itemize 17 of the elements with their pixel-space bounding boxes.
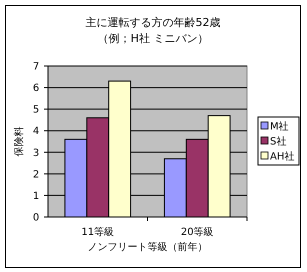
y-tick-label: 7	[32, 62, 40, 72]
chart-title: 主に運転する方の年齢52歳	[86, 16, 220, 29]
x-axis-title: ノンフリート等級（前年）	[88, 241, 208, 253]
y-tick-label: 4	[32, 126, 40, 138]
x-tick-label: 11等級	[81, 226, 114, 238]
legend-label: AH社	[270, 150, 294, 162]
y-tick-label: 0	[32, 212, 40, 224]
y-tick-label: 6	[32, 83, 40, 94]
x-tick-label: 20等級	[180, 226, 214, 238]
legend-label: S社	[270, 136, 286, 148]
y-tick-label: 2	[32, 169, 40, 180]
y-axis-title: 保険料	[13, 126, 25, 156]
y-tick-label: 5	[32, 104, 40, 116]
y-tick-label: 1	[32, 190, 40, 202]
y-tick-label: 3	[32, 148, 40, 159]
chart-subtitle: （例；H社 ミニバン）	[98, 32, 208, 45]
legend-label: M社	[270, 120, 289, 132]
